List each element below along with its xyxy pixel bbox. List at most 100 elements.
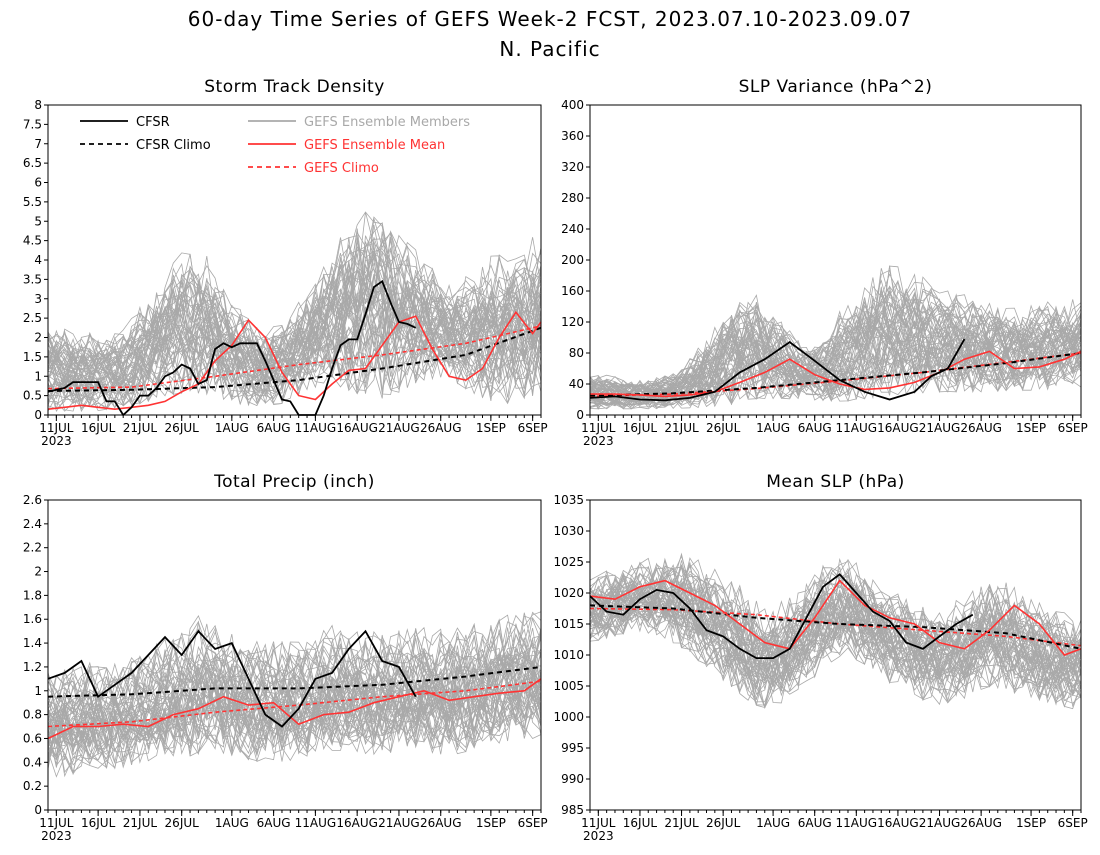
ensemble-member-line: [589, 285, 1082, 397]
y-tick-label: 2.2: [23, 541, 42, 555]
legend-label: CFSR Climo: [136, 138, 211, 153]
x-tick-label: 21JUL: [123, 421, 158, 435]
series-cfsr: [47, 629, 417, 728]
ensemble-member-line: [47, 685, 542, 775]
plot-frame: [47, 499, 542, 811]
ensemble-member-line: [47, 611, 542, 700]
x-tick-label: 1SEP: [1016, 816, 1046, 830]
ensemble-member-line: [589, 340, 1082, 410]
x-tick-label: 26JUL: [165, 421, 200, 435]
ensemble-member-line: [47, 315, 542, 412]
series-gefs-ensemble-mean: [589, 579, 1082, 656]
ensemble-member-line: [589, 265, 1082, 391]
ensemble-member-line: [47, 661, 542, 766]
ensemble-members: [589, 265, 1082, 410]
y-tick-label: 7: [34, 137, 42, 151]
y-tick-label: 4: [34, 253, 42, 267]
y-tick-label: 1: [34, 684, 42, 698]
y-tick-label: 0: [34, 408, 42, 422]
x-tick-label: 21JUL: [123, 816, 158, 830]
ensemble-member-line: [47, 677, 542, 762]
ensemble-member-line: [589, 598, 1082, 699]
legend-label: GEFS Ensemble Members: [304, 115, 470, 130]
y-tick-label: 2.6: [23, 493, 42, 507]
x-tick-label: 16JUL: [623, 816, 658, 830]
x-tick-label: 1SEP: [476, 421, 506, 435]
ensemble-member-line: [589, 269, 1082, 389]
x-tick-label: 6SEP: [518, 816, 548, 830]
ensemble-member-line: [47, 682, 542, 773]
ensemble-member-line: [47, 309, 542, 409]
ensemble-member-line: [589, 562, 1082, 665]
y-tick-label: 360: [561, 129, 584, 143]
x-tick-label: 16JUL: [81, 421, 116, 435]
x-tick-label: 6AUG: [798, 421, 832, 435]
x-tick-label: 16AUG: [336, 421, 378, 435]
legend-label: CFSR: [136, 115, 170, 130]
ensemble-member-line: [47, 275, 542, 393]
ensemble-member-line: [589, 339, 1082, 408]
x-tick-label: 11AUG: [836, 421, 878, 435]
ensemble-member-line: [589, 593, 1082, 687]
x-tick-label: 1AUG: [756, 816, 790, 830]
y-tick-label: 1010: [553, 648, 584, 662]
y-tick-label: 6: [34, 176, 42, 190]
y-tick-label: 3.5: [23, 272, 42, 286]
y-tick-label: 0.4: [23, 755, 42, 769]
y-tick-label: 0.5: [23, 389, 42, 403]
panel-title: SLP Variance (hPa^2): [739, 77, 933, 97]
x-tick-label: 11AUG: [836, 816, 878, 830]
ensemble-member-line: [589, 560, 1082, 669]
ensemble-member-line: [47, 247, 542, 387]
x-tick-label: 6AUG: [798, 816, 832, 830]
ensemble-member-line: [47, 669, 542, 762]
x-tick-label: 11JUL: [581, 421, 616, 435]
x-tick-label: 6AUG: [257, 421, 291, 435]
ensemble-member-line: [589, 277, 1082, 394]
x-tick-label: 11JUL: [39, 816, 74, 830]
y-tick-label: 400: [561, 98, 584, 112]
x-year-label: 2023: [41, 829, 72, 843]
ensemble-member-line: [47, 612, 542, 713]
x-tick-label: 21AUG: [378, 816, 420, 830]
y-tick-label: 1020: [553, 586, 584, 600]
series-gefs-ensemble-mean: [590, 350, 1082, 398]
chart-panel-4: Mean SLP (hPa) 985 990 995 1000 1005 1010 1015 1…: [553, 472, 1087, 843]
ensemble-member-line: [47, 659, 542, 753]
ensemble-member-line: [47, 285, 542, 402]
x-tick-label: 1AUG: [215, 421, 249, 435]
panel-title: Total Precip (inch): [213, 472, 375, 492]
ensemble-member-line: [47, 682, 542, 774]
x-tick-label: 1SEP: [476, 816, 506, 830]
y-tick-label: 1.6: [23, 612, 42, 626]
y-tick-label: 1005: [553, 679, 584, 693]
ensemble-member-line: [47, 323, 542, 412]
figure-subtitle: N. Pacific: [499, 37, 600, 61]
ensemble-member-line: [47, 628, 542, 726]
y-tick-label: 4.5: [23, 234, 42, 248]
x-year-label: 2023: [583, 829, 614, 843]
y-tick-label: 3: [34, 292, 42, 306]
y-tick-label: 1030: [553, 524, 584, 538]
series-cfsr: [47, 279, 417, 417]
x-tick-label: 21AUG: [919, 816, 961, 830]
ensemble-member-line: [47, 641, 542, 729]
y-tick-label: 0.2: [23, 779, 42, 793]
ensemble-member-line: [47, 238, 542, 381]
x-tick-label: 21JUL: [664, 421, 699, 435]
ensemble-member-line: [589, 299, 1082, 399]
ensemble-member-line: [589, 555, 1082, 651]
ensemble-members: [47, 611, 542, 778]
y-tick-label: 995: [561, 741, 584, 755]
y-tick-label: 5.5: [23, 195, 42, 209]
legend-label: GEFS Ensemble Mean: [304, 138, 445, 153]
series-gefs-ensemble-mean: [47, 678, 542, 740]
series-cfsr: [589, 573, 974, 659]
y-tick-label: 1.5: [23, 350, 42, 364]
y-tick-label: 200: [561, 253, 584, 267]
x-tick-label: 26AUG: [960, 421, 1002, 435]
panel-title: Storm Track Density: [204, 77, 385, 97]
ensemble-member-line: [47, 635, 542, 710]
